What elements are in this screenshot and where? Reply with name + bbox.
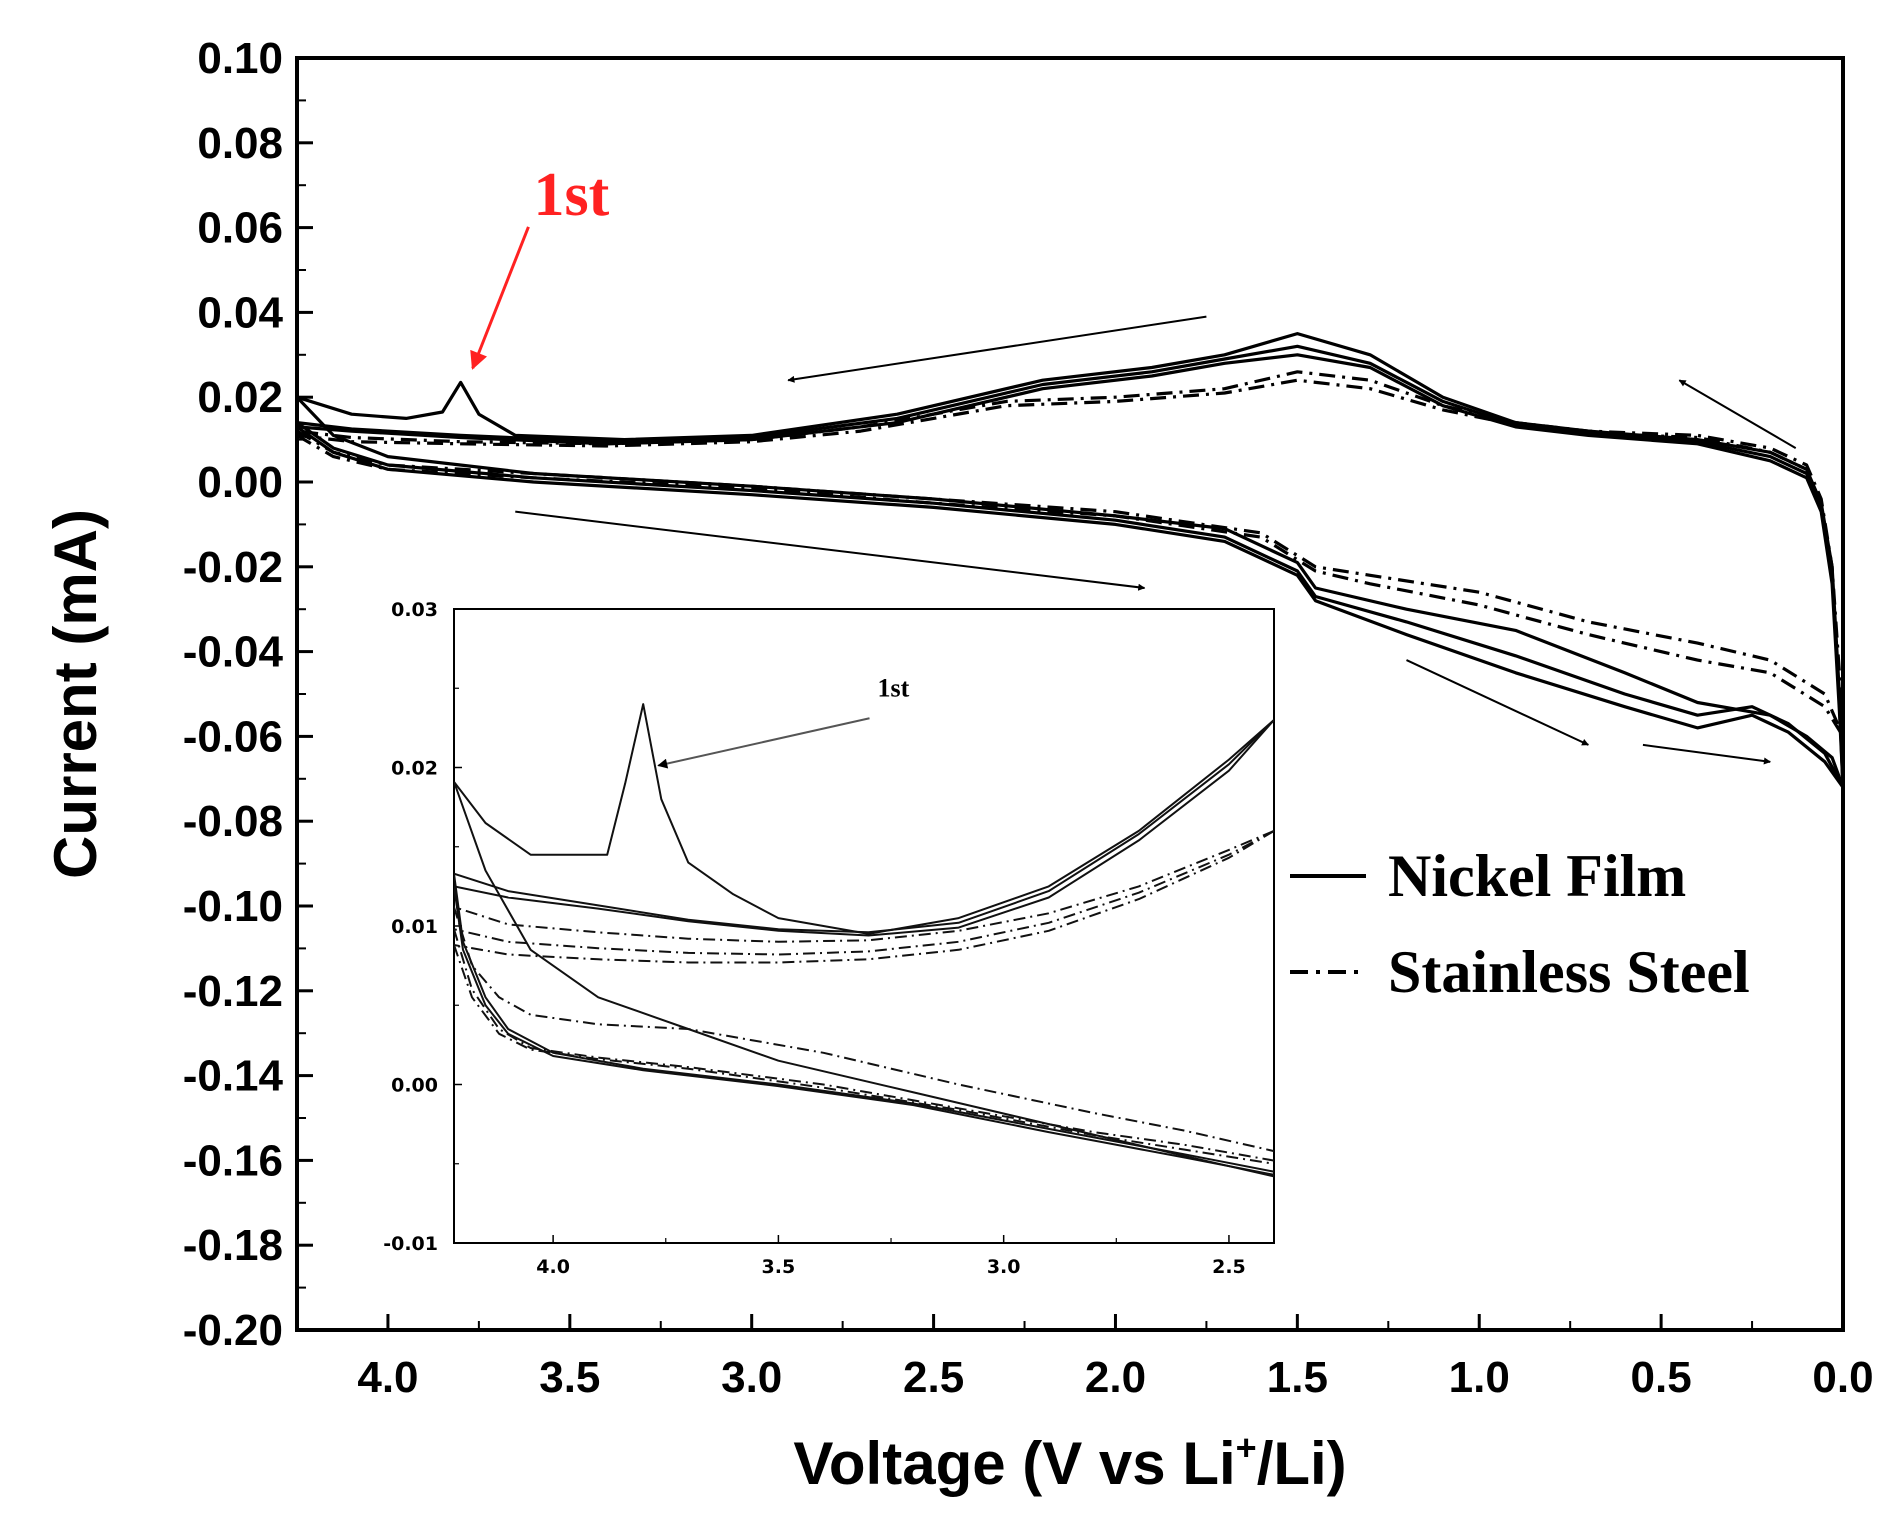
legend-label-nickel-film: Nickel Film	[1388, 843, 1686, 909]
inset-series-nickel-film-cycle-2-cathodic	[454, 873, 1274, 1173]
inset-x-tick-label: 4.0	[536, 1256, 570, 1278]
y-tick-label: -0.08	[183, 797, 283, 846]
y-tick-label: -0.20	[183, 1306, 283, 1355]
inset-x-tick-label: 3.0	[987, 1256, 1021, 1278]
y-tick-label: -0.06	[183, 712, 283, 761]
inset-annotation-label: 1st	[878, 673, 910, 702]
direction-arrow	[515, 510, 1146, 591]
y-tick-label: -0.10	[183, 882, 283, 931]
direction-arrow	[787, 315, 1207, 383]
inset-x-tick-label: 2.5	[1212, 1256, 1246, 1278]
direction-arrow	[1678, 379, 1797, 449]
x-axis-title: Voltage (V vs Li+/Li)	[793, 1427, 1346, 1497]
inset-series-nickel-film-cycle-1-cathodic	[454, 781, 1274, 1178]
inset-axis-ticks: 4.0 3.5 3.0 2.5 -0.01 0.00 0.01 0.02 0.03	[383, 599, 1246, 1278]
inset-annotation-arrow	[657, 717, 870, 769]
x-tick-label: 4.0	[357, 1353, 418, 1402]
main-axis-ticks: 4.0 3.5 3.0 2.5 2.0 1.5 1.0 0.5 0.0 0.10 0.08 0.06 0…	[183, 34, 1874, 1402]
x-tick-label: 3.5	[539, 1353, 600, 1402]
x-tick-label: 3.0	[721, 1353, 782, 1402]
direction-arrows	[515, 315, 1797, 765]
inset-y-tick-label: 0.01	[391, 916, 438, 938]
y-tick-label: 0.02	[197, 373, 283, 422]
inset-y-tick-label: 0.03	[391, 599, 438, 621]
y-tick-label: 0.00	[197, 458, 283, 507]
inset-series-stainless-steel-cycle-2-cathodic	[454, 928, 1274, 1162]
direction-arrow	[1406, 659, 1589, 746]
main-series-group	[297, 332, 1843, 789]
inset-series-group	[454, 703, 1274, 1178]
y-tick-label: -0.14	[183, 1052, 284, 1101]
series-nickel-film-cycle-3-anodic	[297, 353, 1843, 788]
inset-series-stainless-steel-cycle-2-anodic	[454, 830, 1274, 956]
x-axis-title-main: Voltage (V vs Li	[793, 1430, 1235, 1497]
inset-series-stainless-steel-cycle-3-anodic	[454, 830, 1274, 964]
inset-series-nickel-film-cycle-2-anodic	[454, 719, 1274, 934]
legend: Nickel Film Stainless Steel	[1290, 843, 1750, 1005]
series-nickel-film-cycle-2-anodic	[297, 344, 1843, 788]
inset-series-stainless-steel-cycle-1-cathodic	[454, 906, 1274, 1153]
y-tick-label: 0.08	[197, 119, 283, 168]
y-tick-label: -0.04	[183, 628, 284, 677]
series-stainless-steel-cycle-2-anodic	[297, 378, 1843, 737]
legend-label-stainless-steel: Stainless Steel	[1388, 939, 1750, 1005]
series-stainless-steel-cycle-1-cathodic	[297, 429, 1843, 738]
y-tick-label: 0.04	[197, 288, 283, 337]
direction-arrow	[1642, 743, 1771, 765]
series-stainless-steel-cycle-2-cathodic	[297, 434, 1843, 738]
inset-y-tick-label: -0.01	[383, 1233, 438, 1255]
x-tick-label: 0.0	[1812, 1353, 1873, 1402]
main-annotation-label: 1st	[533, 161, 609, 229]
x-tick-label: 2.0	[1085, 1353, 1146, 1402]
inset-x-tick-label: 3.5	[762, 1256, 796, 1278]
x-axis-title-tail: /Li)	[1257, 1430, 1347, 1497]
inset-y-tick-label: 0.02	[391, 758, 438, 780]
inset-y-tick-label: 0.00	[391, 1075, 438, 1097]
x-tick-label: 1.5	[1267, 1353, 1328, 1402]
inset-series-stainless-steel-cycle-3-cathodic	[454, 944, 1274, 1165]
series-nickel-film-cycle-3-cathodic	[297, 425, 1843, 789]
y-tick-label: -0.16	[183, 1136, 283, 1185]
y-axis-title: Current (mA)	[42, 509, 109, 879]
y-tick-label: -0.02	[183, 543, 283, 592]
y-tick-label: -0.12	[183, 967, 283, 1016]
inset-series-nickel-film-cycle-3-cathodic	[454, 886, 1274, 1176]
y-tick-label: -0.18	[183, 1221, 283, 1270]
inset-series-stainless-steel-cycle-1-anodic	[454, 829, 1274, 943]
x-axis-title-superscript: +	[1236, 1427, 1257, 1468]
y-tick-label: 0.10	[197, 34, 283, 83]
inset-series-nickel-film-cycle-3-anodic	[454, 719, 1274, 937]
x-tick-label: 1.0	[1449, 1353, 1510, 1402]
main-annotation-arrow	[470, 226, 530, 370]
y-tick-label: 0.06	[197, 204, 283, 253]
x-tick-label: 2.5	[903, 1353, 964, 1402]
x-tick-label: 0.5	[1631, 1353, 1692, 1402]
inset-series-nickel-film-cycle-1-anodic	[454, 703, 1274, 935]
